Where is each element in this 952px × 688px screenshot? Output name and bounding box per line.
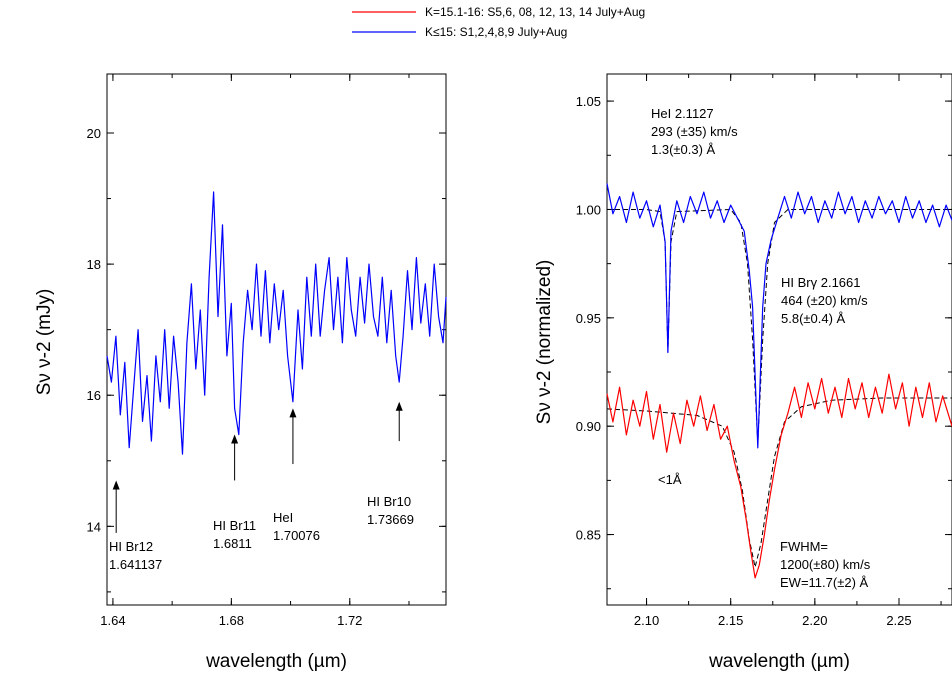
annotation-line: HI Br11 — [213, 518, 256, 533]
x-axis-label: wavelength (µm) — [708, 651, 850, 672]
annotation-line: 5.8(±0.4) Å — [781, 311, 846, 326]
annotation-arrowhead — [289, 408, 297, 418]
x-tick-label: 2.10 — [634, 613, 659, 628]
annotation-line: 1.6811 — [213, 536, 252, 551]
annotation-line: 1200(±80) km/s — [780, 557, 871, 572]
annotation-2: HeI 1.70076 — [273, 510, 320, 543]
annotation-line: 293 (±35) km/s — [651, 124, 738, 139]
y-tick-label: 0.90 — [576, 419, 601, 434]
y-tick-label: 1.00 — [576, 202, 601, 217]
annotation-1: HI Brγ 2.1661 464 (±20) km/s 5.8(±0.4) Å — [781, 275, 868, 326]
annotation-0: HeI 2.1127 293 (±35) km/s 1.3(±0.3) Å — [651, 106, 738, 157]
annotation-line: EW=11.7(±2) Å — [780, 575, 869, 590]
y-tick-label: 1.05 — [576, 94, 601, 109]
y-axis-label: Sν ν-2 (normalized) — [534, 260, 555, 425]
right-panel: 2.10 2.15 2.20 2.25 0.85 0.90 0.95 1.00 1.05 wave… — [534, 73, 952, 672]
annotation-arrowhead — [231, 434, 239, 444]
annotation-line: HeI — [273, 510, 293, 525]
legend-label-red: K=15.1-16: S5,6, 08, 12, 13, 14 July+Aug — [425, 5, 645, 19]
y-tick-label: 0.85 — [576, 528, 601, 543]
legend-label-blue: K≤15: S1,2,4,8,9 July+Aug — [425, 25, 567, 39]
annotation-arrowhead — [395, 401, 403, 411]
y-tick-label: 20 — [87, 126, 101, 141]
x-tick-label: 1.72 — [337, 613, 362, 628]
annotation-0: HI Br12 1.641137 — [109, 539, 162, 572]
x-tick-label: 2.25 — [886, 613, 911, 628]
series-line-0 — [606, 183, 952, 449]
x-axis-label: wavelength (µm) — [205, 651, 347, 672]
annotation-3: FWHM= 1200(±80) km/s EW=11.7(±2) Å — [780, 539, 871, 590]
x-tick-label: 1.68 — [219, 613, 244, 628]
annotation-line: HI Brγ 2.1661 — [781, 275, 861, 290]
left-panel: 1.64 1.68 1.72 14 16 18 20 wavelength (µm) Sν ν-… — [34, 73, 447, 672]
annotation-2: <1Å — [658, 472, 682, 487]
annotation-1: HI Br11 1.6811 — [213, 518, 256, 551]
y-axis-label: Sν ν-2 (mJy) — [34, 289, 55, 396]
annotation-line: FWHM= — [780, 539, 828, 554]
series-line-1 — [606, 373, 952, 579]
annotation-line: 1.641137 — [109, 557, 162, 572]
y-tick-label: 16 — [87, 388, 101, 403]
x-tick-label: 2.20 — [802, 613, 827, 628]
annotation-line: <1Å — [658, 472, 682, 487]
plot-frame — [606, 73, 952, 606]
annotation-line: 1.3(±0.3) Å — [651, 142, 716, 157]
annotation-arrowhead — [112, 480, 120, 490]
series-line-0 — [106, 191, 447, 455]
x-tick-label: 2.15 — [718, 613, 743, 628]
annotation-line: HI Br12 — [109, 539, 153, 554]
annotation-line: 464 (±20) km/s — [781, 293, 868, 308]
annotation-line: 1.73669 — [367, 512, 414, 527]
plot-frame — [106, 73, 447, 606]
x-tick-label: 1.64 — [100, 613, 125, 628]
annotation-line: HI Br10 — [367, 494, 411, 509]
y-tick-label: 0.95 — [576, 311, 601, 326]
annotation-line: HeI 2.1127 — [651, 106, 714, 121]
y-tick-label: 18 — [87, 257, 101, 272]
annotation-3: HI Br10 1.73669 — [367, 494, 414, 527]
legend: K=15.1-16: S5,6, 08, 12, 13, 14 July+Aug… — [352, 5, 645, 39]
annotation-line: 1.70076 — [273, 528, 320, 543]
y-tick-label: 14 — [87, 519, 101, 534]
